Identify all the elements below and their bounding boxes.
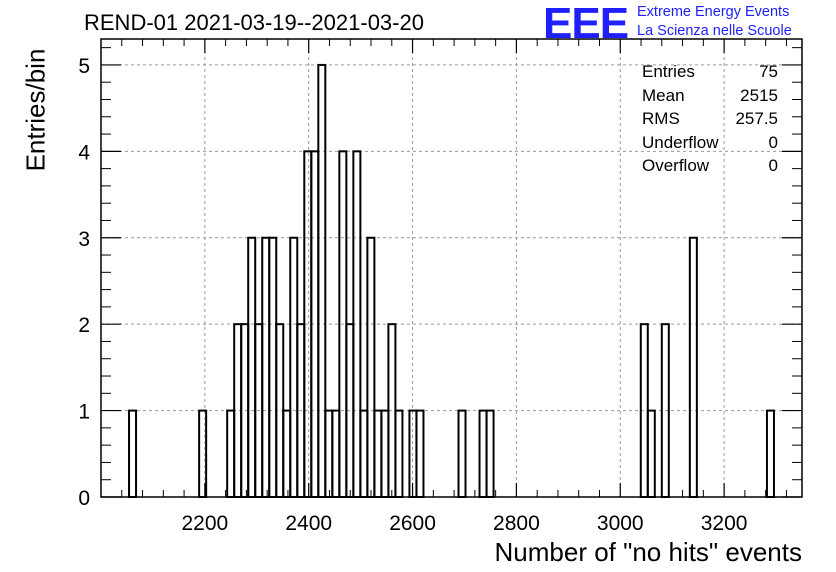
- y-tick-label: 5: [78, 55, 90, 78]
- histogram-bin: [282, 409, 292, 498]
- histogram-bin: [688, 236, 698, 498]
- histogram-bin: [289, 236, 299, 498]
- histogram-bars: [128, 63, 775, 498]
- y-axis-label: Entries/bin: [20, 48, 51, 172]
- stat-row-underflow: Underflow 0: [642, 131, 778, 155]
- x-tick-label: 2800: [493, 512, 540, 535]
- axis-ticks: [101, 39, 802, 498]
- stat-value: 0: [768, 132, 778, 152]
- stat-row-mean: Mean 2515: [642, 84, 778, 108]
- histogram-bin: [485, 409, 495, 498]
- stat-label: Overflow: [642, 156, 710, 175]
- y-tick-label: 4: [78, 141, 90, 164]
- histogram-bin: [331, 409, 341, 498]
- x-tick-label: 3200: [701, 512, 748, 535]
- y-tick-label: 1: [78, 401, 90, 424]
- stat-value: 0: [768, 156, 778, 175]
- stat-row-rms: RMS 257.5: [642, 107, 778, 131]
- stat-value: 257.5: [735, 109, 778, 128]
- histogram-bin: [317, 63, 327, 498]
- histogram-bin: [261, 236, 271, 498]
- histogram-bin: [247, 236, 257, 498]
- x-tick-label: 3000: [597, 512, 644, 535]
- histogram-bin: [359, 409, 369, 498]
- stat-label: Mean: [642, 85, 685, 105]
- x-tick-label: 2400: [285, 512, 332, 535]
- x-tick-label: 2600: [389, 512, 436, 535]
- x-tick-label: 2200: [181, 512, 228, 535]
- eee-logo: EEE: [543, 0, 629, 48]
- stat-value: 2515: [740, 85, 778, 105]
- logo-line-1: Extreme Energy Events: [637, 4, 790, 20]
- histogram-bin: [324, 409, 334, 498]
- logo-text: Extreme Energy Events La Scienza nelle S…: [637, 3, 792, 41]
- histogram-bin: [226, 409, 236, 498]
- axis-tick-labels: 2200 2400 2600 2800 3000 3200 0 1 2 3 4 5: [78, 55, 747, 535]
- histogram-bin: [268, 236, 278, 498]
- stats-box: Entries 75 Mean 2515 RMS 257.5 Underflow…: [642, 60, 778, 178]
- stat-label: RMS: [642, 109, 680, 128]
- histogram-bin: [765, 409, 775, 498]
- logo-line-2: La Scienza nelle Scuole: [637, 23, 792, 39]
- stat-value: 75: [759, 62, 778, 81]
- x-axis-label: Number of "no hits" events: [494, 537, 803, 567]
- plot-frame: [100, 38, 803, 498]
- histogram-bin: [478, 409, 488, 498]
- histogram-bin: [373, 409, 383, 498]
- stat-label: Entries: [642, 62, 695, 81]
- histogram-bin: [457, 409, 467, 498]
- stat-label: Underflow: [642, 132, 719, 152]
- stat-row-entries: Entries 75: [642, 60, 778, 84]
- y-tick-label: 0: [78, 487, 90, 510]
- histogram-bin: [394, 409, 404, 498]
- histogram-bin: [380, 409, 390, 498]
- stat-row-overflow: Overflow 0: [642, 154, 778, 178]
- y-tick-label: 3: [78, 228, 90, 251]
- histogram-bin: [128, 409, 138, 498]
- y-tick-label: 2: [78, 314, 90, 337]
- histogram-bin: [415, 409, 425, 498]
- histogram-bin: [646, 409, 656, 498]
- chart-title: REND-01 2021-03-19--2021-03-20: [84, 10, 424, 35]
- histogram-bin: [366, 236, 376, 498]
